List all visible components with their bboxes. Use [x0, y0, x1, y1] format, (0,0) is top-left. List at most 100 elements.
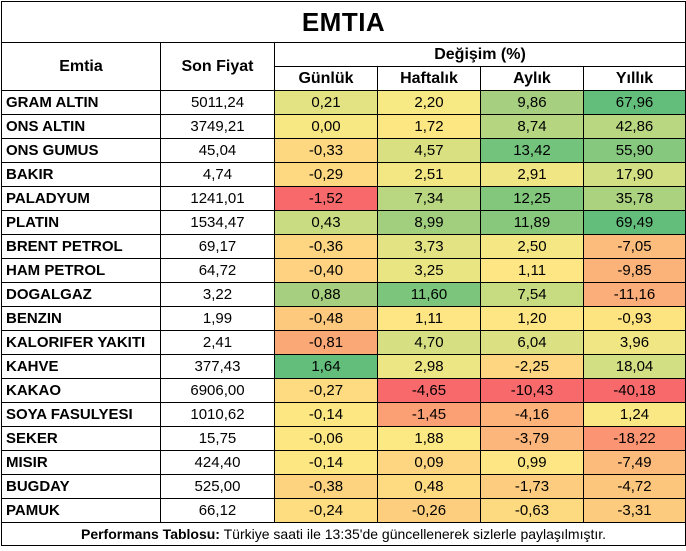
table-row: PAMUK 66,12 -0,24 -0,26 -0,63 -3,31	[1, 498, 686, 523]
footer-text: Türkiye saati ile 13:35'de güncellenerek…	[219, 526, 607, 542]
last-price: 424,40	[160, 450, 275, 475]
yearly-change: -18,22	[582, 426, 686, 451]
commodity-name: ONS ALTIN	[1, 114, 161, 139]
yearly-change: 55,90	[582, 138, 686, 163]
monthly-change: -2,25	[480, 354, 584, 379]
commodity-name: MISIR	[1, 450, 161, 475]
last-price: 15,75	[160, 426, 275, 451]
table-row: BENZIN 1,99 -0,48 1,11 1,20 -0,93	[1, 306, 686, 331]
monthly-change: -4,16	[480, 402, 584, 427]
daily-change: -1,52	[274, 186, 378, 211]
monthly-change: -10,43	[480, 378, 584, 403]
monthly-change: 2,50	[480, 234, 584, 259]
weekly-change: 1,11	[377, 306, 481, 331]
commodity-name: GRAM ALTIN	[1, 90, 161, 115]
table-body: GRAM ALTIN 5011,24 0,21 2,20 9,86 67,96 ONS AL…	[1, 90, 686, 523]
daily-change: -0,48	[274, 306, 378, 331]
table-row: KAKAO 6906,00 -0,27 -4,65 -10,43 -40,18	[1, 378, 686, 403]
header-aylik: Aylık	[480, 66, 584, 91]
header-gunluk: Günlük	[274, 66, 378, 91]
monthly-change: 8,74	[480, 114, 584, 139]
last-price: 6906,00	[160, 378, 275, 403]
daily-change: -0,27	[274, 378, 378, 403]
weekly-change: 2,20	[377, 90, 481, 115]
commodity-name: KALORIFER YAKITI	[1, 330, 161, 355]
weekly-change: 3,73	[377, 234, 481, 259]
monthly-change: 1,20	[480, 306, 584, 331]
weekly-change: 4,57	[377, 138, 481, 163]
weekly-change: 7,34	[377, 186, 481, 211]
table-row: PALADYUM 1241,01 -1,52 7,34 12,25 35,78	[1, 186, 686, 211]
table-row: MISIR 424,40 -0,14 0,09 0,99 -7,49	[1, 450, 686, 475]
yearly-change: -7,49	[582, 450, 686, 475]
yearly-change: 3,96	[582, 330, 686, 355]
yearly-change: -40,18	[582, 378, 686, 403]
yearly-change: 1,24	[582, 402, 686, 427]
yearly-change: 35,78	[582, 186, 686, 211]
last-price: 1534,47	[160, 210, 275, 235]
monthly-change: 13,42	[480, 138, 584, 163]
table-row: KAHVE 377,43 1,64 2,98 -2,25 18,04	[1, 354, 686, 379]
daily-change: 0,00	[274, 114, 378, 139]
daily-change: 0,21	[274, 90, 378, 115]
weekly-change: 3,25	[377, 258, 481, 283]
table-row: GRAM ALTIN 5011,24 0,21 2,20 9,86 67,96	[1, 90, 686, 115]
monthly-change: 11,89	[480, 210, 584, 235]
monthly-change: 1,11	[480, 258, 584, 283]
weekly-change: 1,72	[377, 114, 481, 139]
monthly-change: 7,54	[480, 282, 584, 307]
last-price: 377,43	[160, 354, 275, 379]
weekly-change: -4,65	[377, 378, 481, 403]
table-row: PLATIN 1534,47 0,43 8,99 11,89 69,49	[1, 210, 686, 235]
commodity-name: SOYA FASULYESI	[1, 402, 161, 427]
commodity-name: KAHVE	[1, 354, 161, 379]
yearly-change: -4,72	[582, 474, 686, 499]
weekly-change: 8,99	[377, 210, 481, 235]
monthly-change: 0,99	[480, 450, 584, 475]
weekly-change: 11,60	[377, 282, 481, 307]
yearly-change: -11,16	[582, 282, 686, 307]
commodity-name: KAKAO	[1, 378, 161, 403]
last-price: 69,17	[160, 234, 275, 259]
commodity-name: PALADYUM	[1, 186, 161, 211]
monthly-change: -1,73	[480, 474, 584, 499]
commodity-name: BAKIR	[1, 162, 161, 187]
last-price: 64,72	[160, 258, 275, 283]
last-price: 45,04	[160, 138, 275, 163]
footer-note: Performans Tablosu: Türkiye saati ile 13…	[0, 522, 686, 546]
yearly-change: -9,85	[582, 258, 686, 283]
commodity-name: BENZIN	[1, 306, 161, 331]
daily-change: -0,24	[274, 498, 378, 523]
table-row: ONS ALTIN 3749,21 0,00 1,72 8,74 42,86	[1, 114, 686, 139]
daily-change: 0,88	[274, 282, 378, 307]
table-title: EMTIA	[0, 1, 686, 43]
last-price: 2,41	[160, 330, 275, 355]
weekly-change: -1,45	[377, 402, 481, 427]
commodity-name: SEKER	[1, 426, 161, 451]
daily-change: -0,14	[274, 450, 378, 475]
yearly-change: 17,90	[582, 162, 686, 187]
yearly-change: -0,93	[582, 306, 686, 331]
last-price: 525,00	[160, 474, 275, 499]
last-price: 3749,21	[160, 114, 275, 139]
footer-label: Performans Tablosu:	[80, 526, 220, 542]
commodity-name: PAMUK	[1, 498, 161, 523]
table-row: BUGDAY 525,00 -0,38 0,48 -1,73 -4,72	[1, 474, 686, 499]
last-price: 1241,01	[160, 186, 275, 211]
monthly-change: 2,91	[480, 162, 584, 187]
table-row: BAKIR 4,74 -0,29 2,51 2,91 17,90	[1, 162, 686, 187]
commodity-name: BRENT PETROL	[1, 234, 161, 259]
weekly-change: -0,26	[377, 498, 481, 523]
last-price: 3,22	[160, 282, 275, 307]
commodity-name: DOGALGAZ	[1, 282, 161, 307]
header-degisim: Değişim (%)	[273, 42, 686, 67]
weekly-change: 2,51	[377, 162, 481, 187]
header-emtia: Emtia	[1, 42, 161, 91]
commodity-name: PLATIN	[1, 210, 161, 235]
weekly-change: 2,98	[377, 354, 481, 379]
yearly-change: -3,31	[582, 498, 686, 523]
last-price: 4,74	[160, 162, 275, 187]
last-price: 1010,62	[160, 402, 275, 427]
